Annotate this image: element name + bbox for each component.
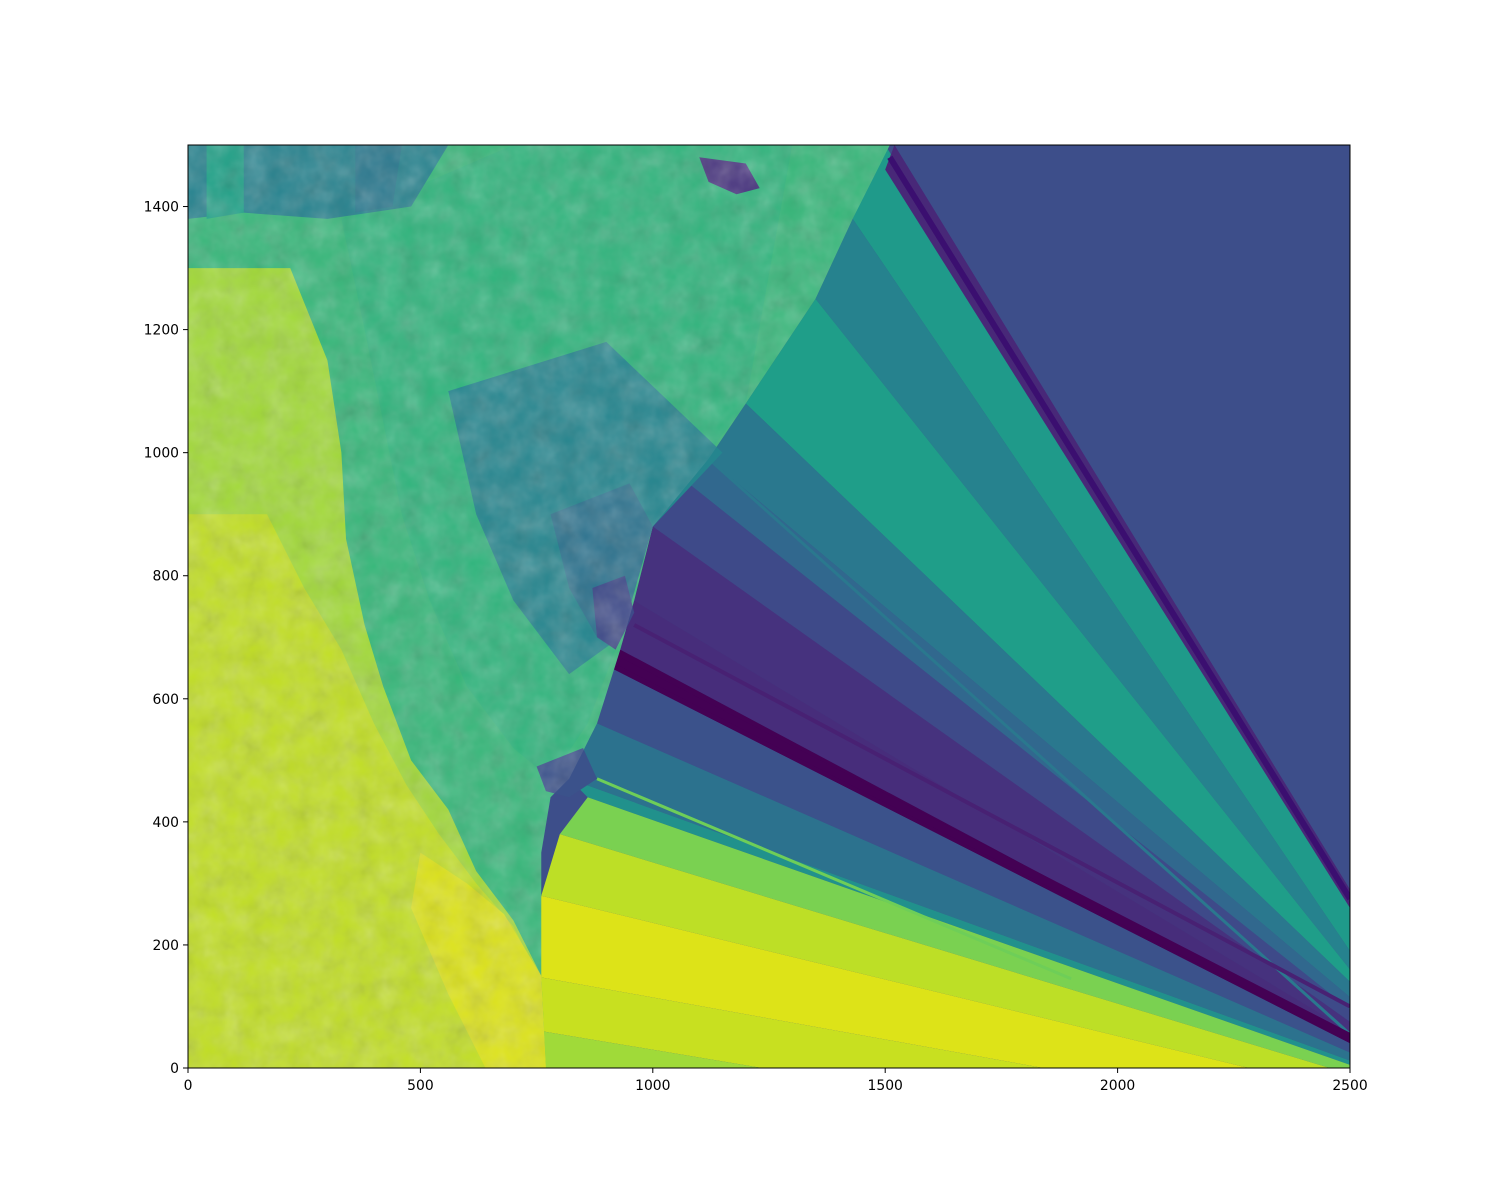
y-tick-label: 800 <box>152 569 179 585</box>
x-tick-label: 2000 <box>1100 1078 1135 1094</box>
heatmap-ray-band <box>634 526 1350 1032</box>
heatmap-ray-band <box>745 298 1350 982</box>
heatmap-streak <box>887 155 1350 901</box>
heatmap-ray-band <box>708 403 1350 998</box>
y-tick-label: 0 <box>170 1061 179 1077</box>
axes-frame <box>187 144 1351 1069</box>
x-tick-label: 500 <box>407 1078 434 1094</box>
heatmap-ray-band <box>541 834 1330 1068</box>
heatmap-ray-band <box>852 145 1350 952</box>
y-tick-label: 200 <box>152 938 179 954</box>
heatmap-ray-band <box>597 668 1350 1053</box>
heatmap-ray-band <box>541 1031 762 1068</box>
heatmap-streak <box>618 658 1350 1041</box>
y-tick-label: 1200 <box>144 323 179 339</box>
x-tick-label: 2500 <box>1332 1078 1367 1094</box>
x-tick-label: 0 <box>184 1078 193 1094</box>
heatmap-ray-band <box>620 600 1350 1039</box>
heatmap-ray-band <box>652 477 1350 1022</box>
heatmap-ray-band <box>815 218 1350 970</box>
plot-area <box>188 145 1350 1068</box>
heatmap-streak <box>633 623 1350 1009</box>
heatmap-ray-band <box>531 975 1044 1068</box>
x-tick-label: 1500 <box>868 1078 903 1094</box>
y-tick-label: 400 <box>152 815 179 831</box>
y-tick-label: 1400 <box>144 200 179 216</box>
heatmap-ray-band <box>531 895 1249 1068</box>
x-tick-label: 1000 <box>635 1078 670 1094</box>
x-axis: 0 500 1000 1500 2000 2500 <box>184 1068 1368 1094</box>
y-tick-label: 600 <box>152 692 179 708</box>
heatmap-ray-band <box>559 797 1350 1068</box>
y-axis: 0 200 400 600 800 1000 1200 1400 <box>144 200 188 1077</box>
heatmap-streak <box>596 777 1072 981</box>
y-tick-label: 1000 <box>144 446 179 462</box>
heatmap-streak <box>707 457 1350 1036</box>
heatmap-ray-band <box>569 723 1350 1061</box>
